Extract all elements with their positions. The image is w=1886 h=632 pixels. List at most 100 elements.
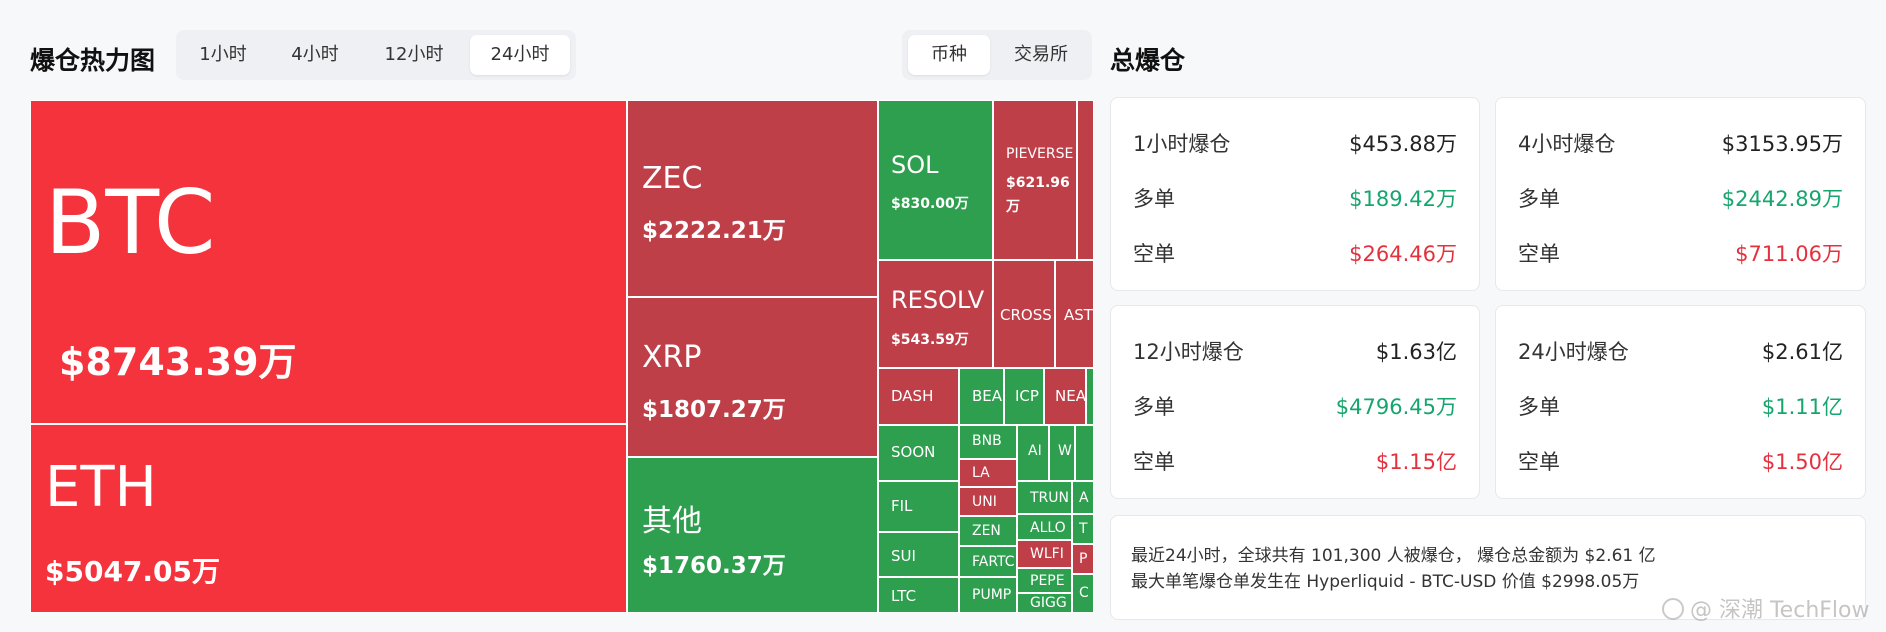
- treemap-tile[interactable]: SOL $830.00万: [878, 100, 993, 260]
- treemap-tile[interactable]: BTC $8743.39万: [30, 100, 627, 424]
- treemap-tile[interactable]: [1086, 368, 1094, 425]
- treemap-symbol: DASH: [891, 387, 934, 405]
- treemap-symbol: FARTC: [972, 554, 1015, 570]
- short-value: $711.06万: [1735, 242, 1843, 266]
- time-range-tabs: 1小时 4小时 12小时 24小时: [176, 30, 576, 80]
- short-label: 空单: [1518, 242, 1560, 266]
- short-value: $1.15亿: [1375, 450, 1457, 474]
- tab-4h[interactable]: 4小时: [291, 44, 339, 65]
- treemap-symbol: AST: [1064, 306, 1093, 324]
- short-label: 空单: [1133, 242, 1175, 266]
- long-label: 多单: [1518, 187, 1560, 211]
- treemap-symbol: FIL: [891, 497, 913, 515]
- tab-1h[interactable]: 1小时: [199, 44, 247, 65]
- treemap-symbol: SUI: [891, 547, 916, 565]
- treemap-amount: $621.96万: [1006, 175, 1070, 215]
- liquidation-treemap: BTC $8743.39万 ETH $5047.05万 ZEC $2222.21万 XRP $…: [30, 100, 1094, 613]
- tab-12h[interactable]: 12小时: [384, 44, 444, 65]
- watermark-text: @ 深潮 TechFlow: [1690, 598, 1870, 623]
- treemap-symbol: W: [1058, 443, 1072, 459]
- treemap-symbol: BTC: [45, 171, 216, 274]
- treemap-symbol: SOON: [891, 443, 936, 461]
- treemap-tile[interactable]: ZEC $2222.21万: [627, 100, 878, 297]
- treemap-tile[interactable]: TRUN: [1017, 481, 1072, 514]
- treemap-symbol: SOL: [891, 151, 939, 179]
- treemap-tile[interactable]: LTC: [878, 577, 959, 613]
- watermark: @ 深潮 TechFlow: [1662, 592, 1869, 624]
- treemap-symbol: ICP: [1015, 387, 1039, 405]
- treemap-symbol: 其他: [642, 504, 702, 539]
- long-label: 多单: [1518, 395, 1560, 419]
- treemap-tile[interactable]: AI: [1017, 425, 1049, 481]
- treemap-tile[interactable]: PEPE: [1017, 568, 1072, 593]
- treemap-symbol: BNB: [972, 433, 1002, 449]
- treemap-amount: $8743.39万: [59, 340, 297, 384]
- tab-exchange[interactable]: 交易所: [1014, 44, 1068, 65]
- short-label: 空单: [1518, 450, 1560, 474]
- treemap-symbol: ZEN: [972, 523, 1001, 539]
- short-label: 空单: [1133, 450, 1175, 474]
- long-value: $189.42万: [1349, 187, 1457, 211]
- period-label: 4小时爆仓: [1518, 132, 1616, 156]
- treemap-tile[interactable]: RESOLV $543.59万: [878, 260, 993, 368]
- treemap-symbol: A: [1079, 490, 1089, 506]
- treemap-tile[interactable]: T: [1072, 514, 1094, 544]
- treemap-tile[interactable]: FIL: [878, 481, 959, 532]
- treemap-tile[interactable]: 其他 $1760.37万: [627, 457, 878, 613]
- treemap-tile[interactable]: SUI: [878, 532, 959, 577]
- short-value: $1.50亿: [1761, 450, 1843, 474]
- treemap-symbol: PIEVERSE: [1006, 146, 1074, 162]
- treemap-tile[interactable]: BEA: [959, 368, 1004, 425]
- treemap-tile[interactable]: CROSS: [993, 260, 1055, 368]
- treemap-tile[interactable]: SOON: [878, 425, 959, 481]
- treemap-tile[interactable]: XRP $1807.27万: [627, 297, 878, 457]
- treemap-tile[interactable]: WLFI: [1017, 540, 1072, 568]
- treemap-tile[interactable]: LA: [959, 459, 1017, 487]
- stats-card-12h: 12小时爆仓 $1.63亿 多单 $4796.45万 空单 $1.15亿: [1110, 305, 1480, 499]
- stats-card-24h: 24小时爆仓 $2.61亿 多单 $1.11亿 空单 $1.50亿: [1495, 305, 1866, 499]
- treemap-tile[interactable]: W: [1049, 425, 1075, 481]
- long-label: 多单: [1133, 187, 1175, 211]
- treemap-tile[interactable]: AST: [1055, 260, 1094, 368]
- treemap-tile[interactable]: ETH $5047.05万: [30, 424, 627, 613]
- treemap-symbol: WLFI: [1030, 546, 1064, 562]
- treemap-tile[interactable]: ZEN: [959, 516, 1017, 546]
- stats-card-1h: 1小时爆仓 $453.88万 多单 $189.42万 空单 $264.46万: [1110, 97, 1480, 291]
- tab-24h[interactable]: 24小时: [470, 35, 570, 75]
- treemap-symbol: LA: [972, 465, 990, 481]
- treemap-tile[interactable]: GIGG: [1017, 593, 1072, 613]
- heatmap-title: 爆仓热力图: [30, 46, 156, 75]
- treemap-symbol: NEA: [1055, 387, 1086, 405]
- treemap-symbol: ALLO: [1030, 520, 1066, 536]
- treemap-amount: $1807.27万: [642, 397, 786, 423]
- treemap-tile[interactable]: FARTC: [959, 546, 1017, 577]
- total-liquidation-title: 总爆仓: [1110, 46, 1186, 75]
- long-value: $1.11亿: [1761, 395, 1843, 419]
- watermark-logo-icon: [1662, 598, 1684, 620]
- treemap-amount: $1760.37万: [642, 553, 786, 579]
- treemap-tile[interactable]: [1077, 100, 1094, 260]
- treemap-symbol: C: [1079, 585, 1089, 601]
- treemap-tile[interactable]: NEA: [1044, 368, 1086, 425]
- period-total: $453.88万: [1349, 132, 1457, 156]
- treemap-tile[interactable]: ALLO: [1017, 514, 1072, 540]
- treemap-symbol: LTC: [891, 587, 917, 605]
- treemap-symbol: T: [1079, 521, 1088, 537]
- treemap-symbol: TRUN: [1030, 490, 1069, 506]
- treemap-symbol: BEA: [972, 387, 1003, 405]
- treemap-tile[interactable]: UNI: [959, 487, 1017, 516]
- tab-coin[interactable]: 币种: [908, 35, 990, 75]
- treemap-tile[interactable]: BNB: [959, 425, 1017, 459]
- treemap-tile[interactable]: PIEVERSE $621.96万: [993, 100, 1077, 260]
- short-value: $264.46万: [1349, 242, 1457, 266]
- treemap-tile[interactable]: [1075, 425, 1094, 481]
- treemap-tile[interactable]: C: [1072, 574, 1094, 613]
- treemap-tile[interactable]: PUMP: [959, 577, 1017, 613]
- treemap-symbol: AI: [1028, 443, 1042, 459]
- treemap-amount: $2222.21万: [642, 218, 786, 244]
- treemap-tile[interactable]: P: [1072, 544, 1094, 574]
- treemap-tile[interactable]: A: [1072, 481, 1094, 514]
- treemap-tile[interactable]: ICP: [1004, 368, 1044, 425]
- treemap-tile[interactable]: DASH: [878, 368, 959, 425]
- treemap-amount: $5047.05万: [45, 555, 221, 588]
